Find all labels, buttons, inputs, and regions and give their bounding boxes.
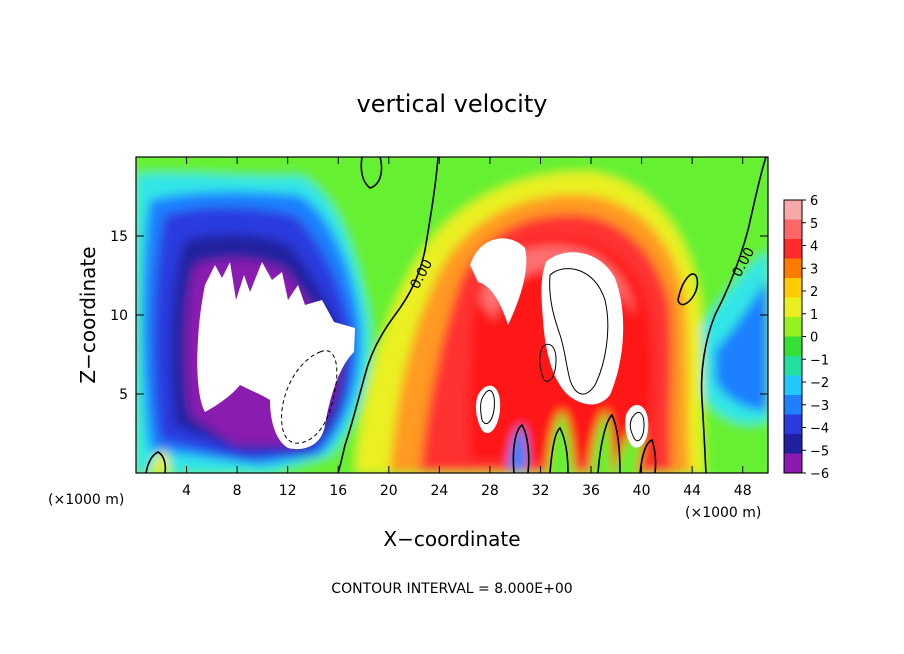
- y-tick-label: 15: [110, 229, 128, 245]
- zero-contour-top-loop: [360, 157, 383, 189]
- x-tick-label: 36: [582, 483, 600, 499]
- x-tick-label: 40: [633, 483, 651, 499]
- positive-contour-c: [480, 390, 495, 425]
- x-tick-label: 8: [233, 483, 242, 499]
- colorbar-swatch: [784, 336, 802, 357]
- colorbar-label: 6: [810, 194, 818, 209]
- colorbar-label: −2: [810, 376, 829, 391]
- contour-lines: [145, 157, 767, 473]
- colorbar-label: −6: [810, 467, 829, 482]
- colorbar-label: 1: [810, 308, 818, 323]
- colorbar-label: −4: [810, 422, 829, 437]
- colorbar-swatch: [784, 375, 802, 396]
- colorbar-label: −5: [810, 444, 829, 459]
- colorbar-swatch: [784, 453, 802, 474]
- colorbar-swatch: [784, 219, 802, 240]
- zero-contour-small-loop: [677, 273, 699, 306]
- y-axis: 5 10 15: [110, 229, 768, 403]
- colorbar-label: 2: [810, 285, 818, 300]
- zero-contour-col1: [512, 423, 530, 473]
- x-axis-label: X−coordinate: [383, 527, 520, 551]
- colorbar-label: −1: [810, 353, 829, 368]
- colorbar-swatch: [784, 278, 802, 298]
- positive-contour-a: [549, 268, 609, 395]
- colorbar-label: 4: [810, 240, 818, 255]
- x-tick-label: 16: [329, 483, 347, 499]
- zero-contour-col4: [639, 438, 657, 473]
- y-tick-label: 5: [119, 387, 128, 403]
- zero-contour-col3: [597, 413, 621, 473]
- colorbar-swatch: [784, 258, 802, 279]
- colorbar-swatch: [784, 434, 802, 454]
- x-unit-label-left: (×1000 m): [48, 492, 124, 508]
- x-tick-label: 28: [481, 483, 499, 499]
- y-tick-label: 10: [110, 308, 128, 324]
- x-tick-label: 20: [380, 483, 398, 499]
- colorbar-swatch: [784, 200, 802, 220]
- saturated-regions: [197, 238, 649, 450]
- colorbar-swatch: [784, 356, 802, 376]
- x-unit-label-right: (×1000 m): [685, 505, 761, 521]
- colorbar-swatch: [784, 395, 802, 415]
- x-tick-label: 12: [279, 483, 297, 499]
- colorbar-label: 0: [810, 331, 818, 346]
- x-tick-label: 24: [430, 483, 448, 499]
- zero-contour-center: [337, 157, 439, 473]
- colorbar-label: −3: [810, 399, 829, 414]
- colorbar-swatch: [784, 239, 802, 259]
- y-axis-label: Z−coordinate: [76, 246, 100, 383]
- x-tick-label: 32: [532, 483, 550, 499]
- positive-contour-b: [539, 343, 557, 382]
- plot-area: 0.00 0.00: [136, 157, 768, 473]
- zero-contour-right: [700, 157, 767, 473]
- x-tick-label: 48: [734, 483, 752, 499]
- x-tick-label: 4: [182, 483, 191, 499]
- chart-title: vertical velocity: [357, 90, 548, 118]
- colorbar: 6 5 4 3 2 1 0 −1 −2 −3 −4 −5 −6: [783, 194, 829, 482]
- colorbar-label: 3: [810, 262, 818, 277]
- colorbar-swatch: [784, 297, 802, 318]
- colorbar-swatch: [784, 414, 802, 435]
- contour-interval-note: CONTOUR INTERVAL = 8.000E+00: [331, 581, 572, 597]
- positive-contour-d: [629, 411, 645, 442]
- colorbar-swatch: [784, 317, 802, 337]
- x-tick-label: 44: [683, 483, 701, 499]
- zero-contour-bottom-left: [145, 451, 167, 473]
- colorbar-label: 5: [810, 217, 818, 232]
- zero-contour-col2: [549, 426, 569, 473]
- x-axis: 4 8 12 16 20 24 28 32 36 40 44 48: [182, 157, 752, 499]
